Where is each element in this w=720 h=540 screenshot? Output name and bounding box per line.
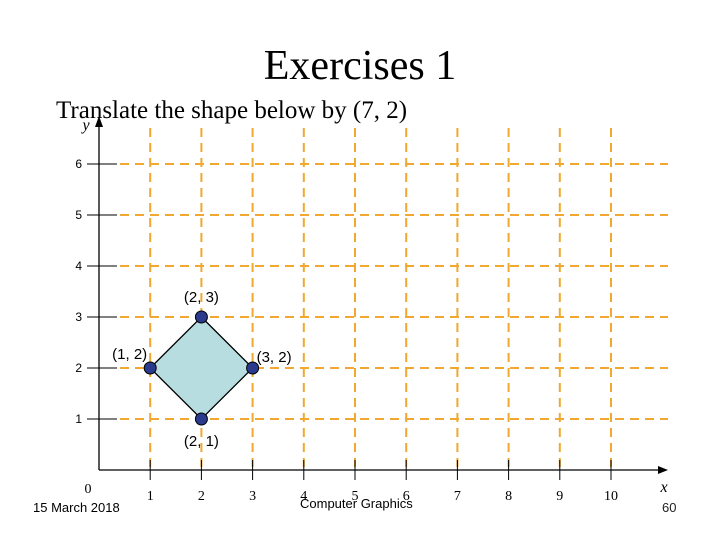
vertex-label: (2, 1) — [184, 433, 219, 450]
shape-layer — [143, 310, 260, 426]
origin-label: 0 — [85, 482, 92, 497]
instruction-text: Translate the shape below by (7, 2) — [56, 97, 408, 124]
x-tick-label: 4 — [300, 489, 307, 504]
vertex-point — [246, 361, 260, 375]
x-tick-label: 8 — [505, 489, 512, 504]
x-axis-arrow — [658, 466, 668, 474]
vertex-point — [143, 361, 157, 375]
vertex-label: (3, 2) — [257, 349, 292, 366]
page-number: 60 — [662, 500, 677, 515]
x-tick-label: 1 — [147, 489, 154, 504]
ticks: 1 2 3 4 5 6 7 8 9 10 1 2 3 4 5 6 — [75, 157, 618, 504]
axes — [95, 116, 668, 474]
labels: 0 x y (2, 3) (3, 2) (2, 1) (1, 2) — [80, 117, 667, 497]
y-axis-arrow — [95, 116, 103, 127]
x-tick-label: 2 — [198, 489, 205, 504]
x-tick-label: 9 — [556, 489, 563, 504]
y-tick-label: 6 — [75, 157, 82, 171]
x-axis-label: x — [659, 479, 667, 496]
vertex-label: (2, 3) — [184, 289, 219, 306]
vertex-label: (1, 2) — [112, 346, 147, 363]
y-tick-label: 1 — [75, 412, 82, 426]
shape-polygon — [149, 316, 254, 420]
y-axis-label: y — [80, 117, 90, 134]
footer-title: Computer Graphics — [300, 496, 413, 511]
slide-title: Exercises 1 — [263, 43, 457, 89]
y-tick-label: 3 — [75, 310, 82, 324]
x-tick-label: 10 — [604, 489, 618, 504]
y-tick-label: 5 — [75, 208, 82, 222]
y-tick-label: 4 — [75, 259, 82, 273]
vertex-point — [194, 412, 208, 426]
footer-date: 15 March 2018 — [33, 500, 120, 515]
x-tick-label: 6 — [403, 489, 410, 504]
y-tick-label: 2 — [75, 361, 82, 375]
vertex-point — [194, 310, 208, 324]
x-tick-label: 7 — [454, 489, 461, 504]
x-tick-label: 3 — [249, 489, 256, 504]
x-tick-label: 5 — [352, 489, 359, 504]
